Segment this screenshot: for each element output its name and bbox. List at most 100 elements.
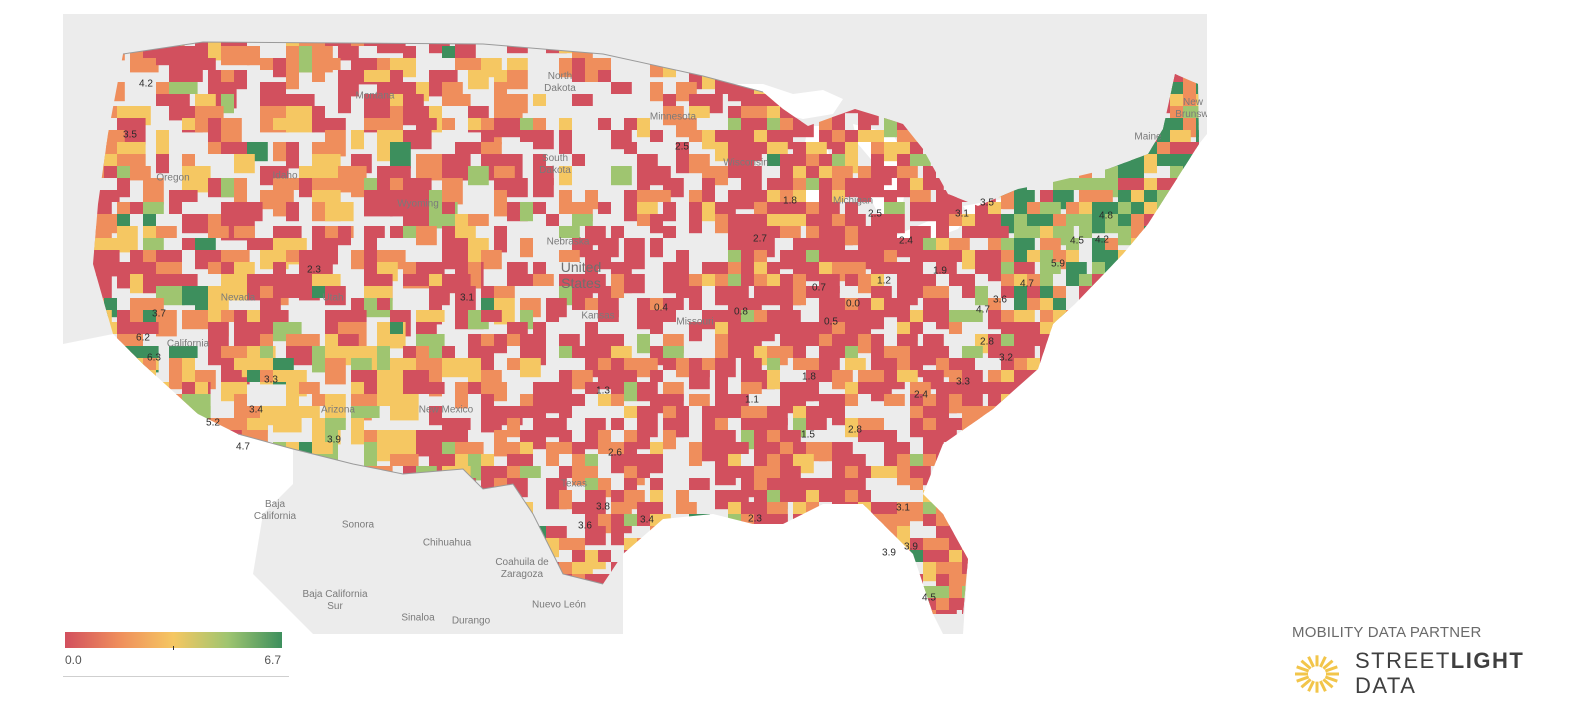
county-cell[interactable] (923, 394, 936, 406)
county-cell[interactable] (624, 274, 645, 294)
county-cell[interactable] (962, 58, 983, 78)
county-cell[interactable] (676, 286, 689, 298)
county-cell[interactable] (325, 202, 354, 222)
county-cell[interactable] (988, 370, 1001, 382)
county-cell[interactable] (234, 154, 255, 174)
county-cell[interactable] (624, 430, 637, 442)
county-cell[interactable] (1118, 34, 1131, 54)
county-cell[interactable] (1066, 70, 1087, 82)
county-cell[interactable] (689, 202, 702, 214)
county-cell[interactable] (1157, 46, 1178, 66)
county-cell[interactable] (819, 202, 840, 214)
county-cell[interactable] (767, 70, 788, 82)
county-cell[interactable] (598, 34, 619, 46)
county-cell[interactable] (494, 478, 507, 490)
county-cell[interactable] (494, 334, 507, 354)
county-cell[interactable] (273, 370, 286, 382)
county-cell[interactable] (611, 82, 632, 94)
county-cell[interactable] (858, 82, 871, 94)
county-cell[interactable] (1027, 70, 1040, 82)
county-cell[interactable] (325, 622, 338, 634)
county-cell[interactable] (1092, 70, 1113, 82)
county-cell[interactable] (585, 70, 598, 82)
county-cell[interactable] (390, 538, 419, 558)
county-cell[interactable] (1157, 94, 1170, 114)
county-cell[interactable] (741, 166, 762, 178)
county-cell[interactable] (663, 94, 676, 106)
county-cell[interactable] (884, 250, 897, 262)
county-cell[interactable] (715, 34, 736, 46)
county-cell[interactable] (1014, 82, 1027, 94)
county-cell[interactable] (195, 58, 216, 70)
county-cell[interactable] (962, 346, 983, 358)
county-cell[interactable] (962, 358, 975, 370)
county-cell[interactable] (1027, 82, 1040, 102)
county-cell[interactable] (1001, 286, 1014, 298)
county-cell[interactable] (1079, 82, 1100, 102)
county-cell[interactable] (273, 406, 302, 433)
county-cell[interactable] (338, 562, 359, 582)
county-cell[interactable] (949, 178, 970, 198)
county-cell[interactable] (338, 610, 351, 634)
county-cell[interactable] (910, 94, 931, 114)
county-cell[interactable] (455, 502, 468, 522)
county-cell[interactable] (1131, 70, 1152, 90)
county-cell[interactable] (1144, 46, 1157, 58)
county-cell[interactable] (884, 394, 905, 406)
county-cell[interactable] (1040, 94, 1061, 106)
county-cell[interactable] (572, 214, 593, 226)
county-cell[interactable] (611, 454, 624, 474)
county-cell[interactable] (793, 34, 814, 54)
county-cell[interactable] (858, 466, 871, 478)
county-cell[interactable] (1014, 346, 1035, 358)
county-cell[interactable] (663, 298, 684, 310)
county-cell[interactable] (91, 202, 112, 214)
county-cell[interactable] (1131, 82, 1144, 102)
county-cell[interactable] (1183, 142, 1196, 154)
county-cell[interactable] (897, 178, 910, 198)
county-cell[interactable] (975, 286, 988, 306)
county-cell[interactable] (1170, 106, 1183, 118)
county-cell[interactable] (598, 598, 619, 610)
county-cell[interactable] (767, 454, 780, 466)
county-cell[interactable] (130, 166, 151, 178)
county-cell[interactable] (949, 418, 962, 430)
county-cell[interactable] (975, 166, 988, 186)
county-cell[interactable] (221, 310, 234, 322)
county-cell[interactable] (858, 490, 871, 502)
county-cell[interactable] (351, 478, 380, 490)
county-cell[interactable] (1079, 142, 1092, 162)
county-cell[interactable] (780, 310, 801, 322)
county-cell[interactable] (1079, 46, 1100, 66)
county-cell[interactable] (650, 502, 663, 514)
county-cell[interactable] (988, 142, 1009, 154)
county-cell[interactable] (611, 394, 624, 406)
county-cell[interactable] (1014, 142, 1035, 154)
county-cell[interactable] (247, 46, 260, 66)
county-cell[interactable] (559, 166, 572, 186)
county-cell[interactable] (91, 310, 112, 322)
county-cell[interactable] (260, 274, 289, 286)
county-cell[interactable] (520, 118, 533, 130)
county-cell[interactable] (637, 406, 658, 418)
county-cell[interactable] (754, 46, 767, 58)
county-cell[interactable] (507, 358, 520, 370)
county-cell[interactable] (845, 298, 858, 310)
county-cell[interactable] (286, 382, 299, 409)
county-cell[interactable] (442, 358, 471, 378)
county-cell[interactable] (364, 478, 393, 498)
county-cell[interactable] (1027, 358, 1040, 370)
county-cell[interactable] (572, 58, 585, 70)
county-cell[interactable] (208, 322, 229, 349)
county-cell[interactable] (403, 490, 424, 510)
county-cell[interactable] (546, 454, 559, 466)
county-cell[interactable] (1092, 238, 1105, 250)
county-cell[interactable] (871, 262, 884, 274)
county-cell[interactable] (897, 58, 910, 78)
county-cell[interactable] (546, 538, 559, 558)
county-cell[interactable] (832, 46, 853, 66)
county-cell[interactable] (702, 70, 715, 90)
county-cell[interactable] (897, 370, 918, 382)
county-cell[interactable] (598, 202, 611, 214)
county-cell[interactable] (793, 406, 806, 418)
